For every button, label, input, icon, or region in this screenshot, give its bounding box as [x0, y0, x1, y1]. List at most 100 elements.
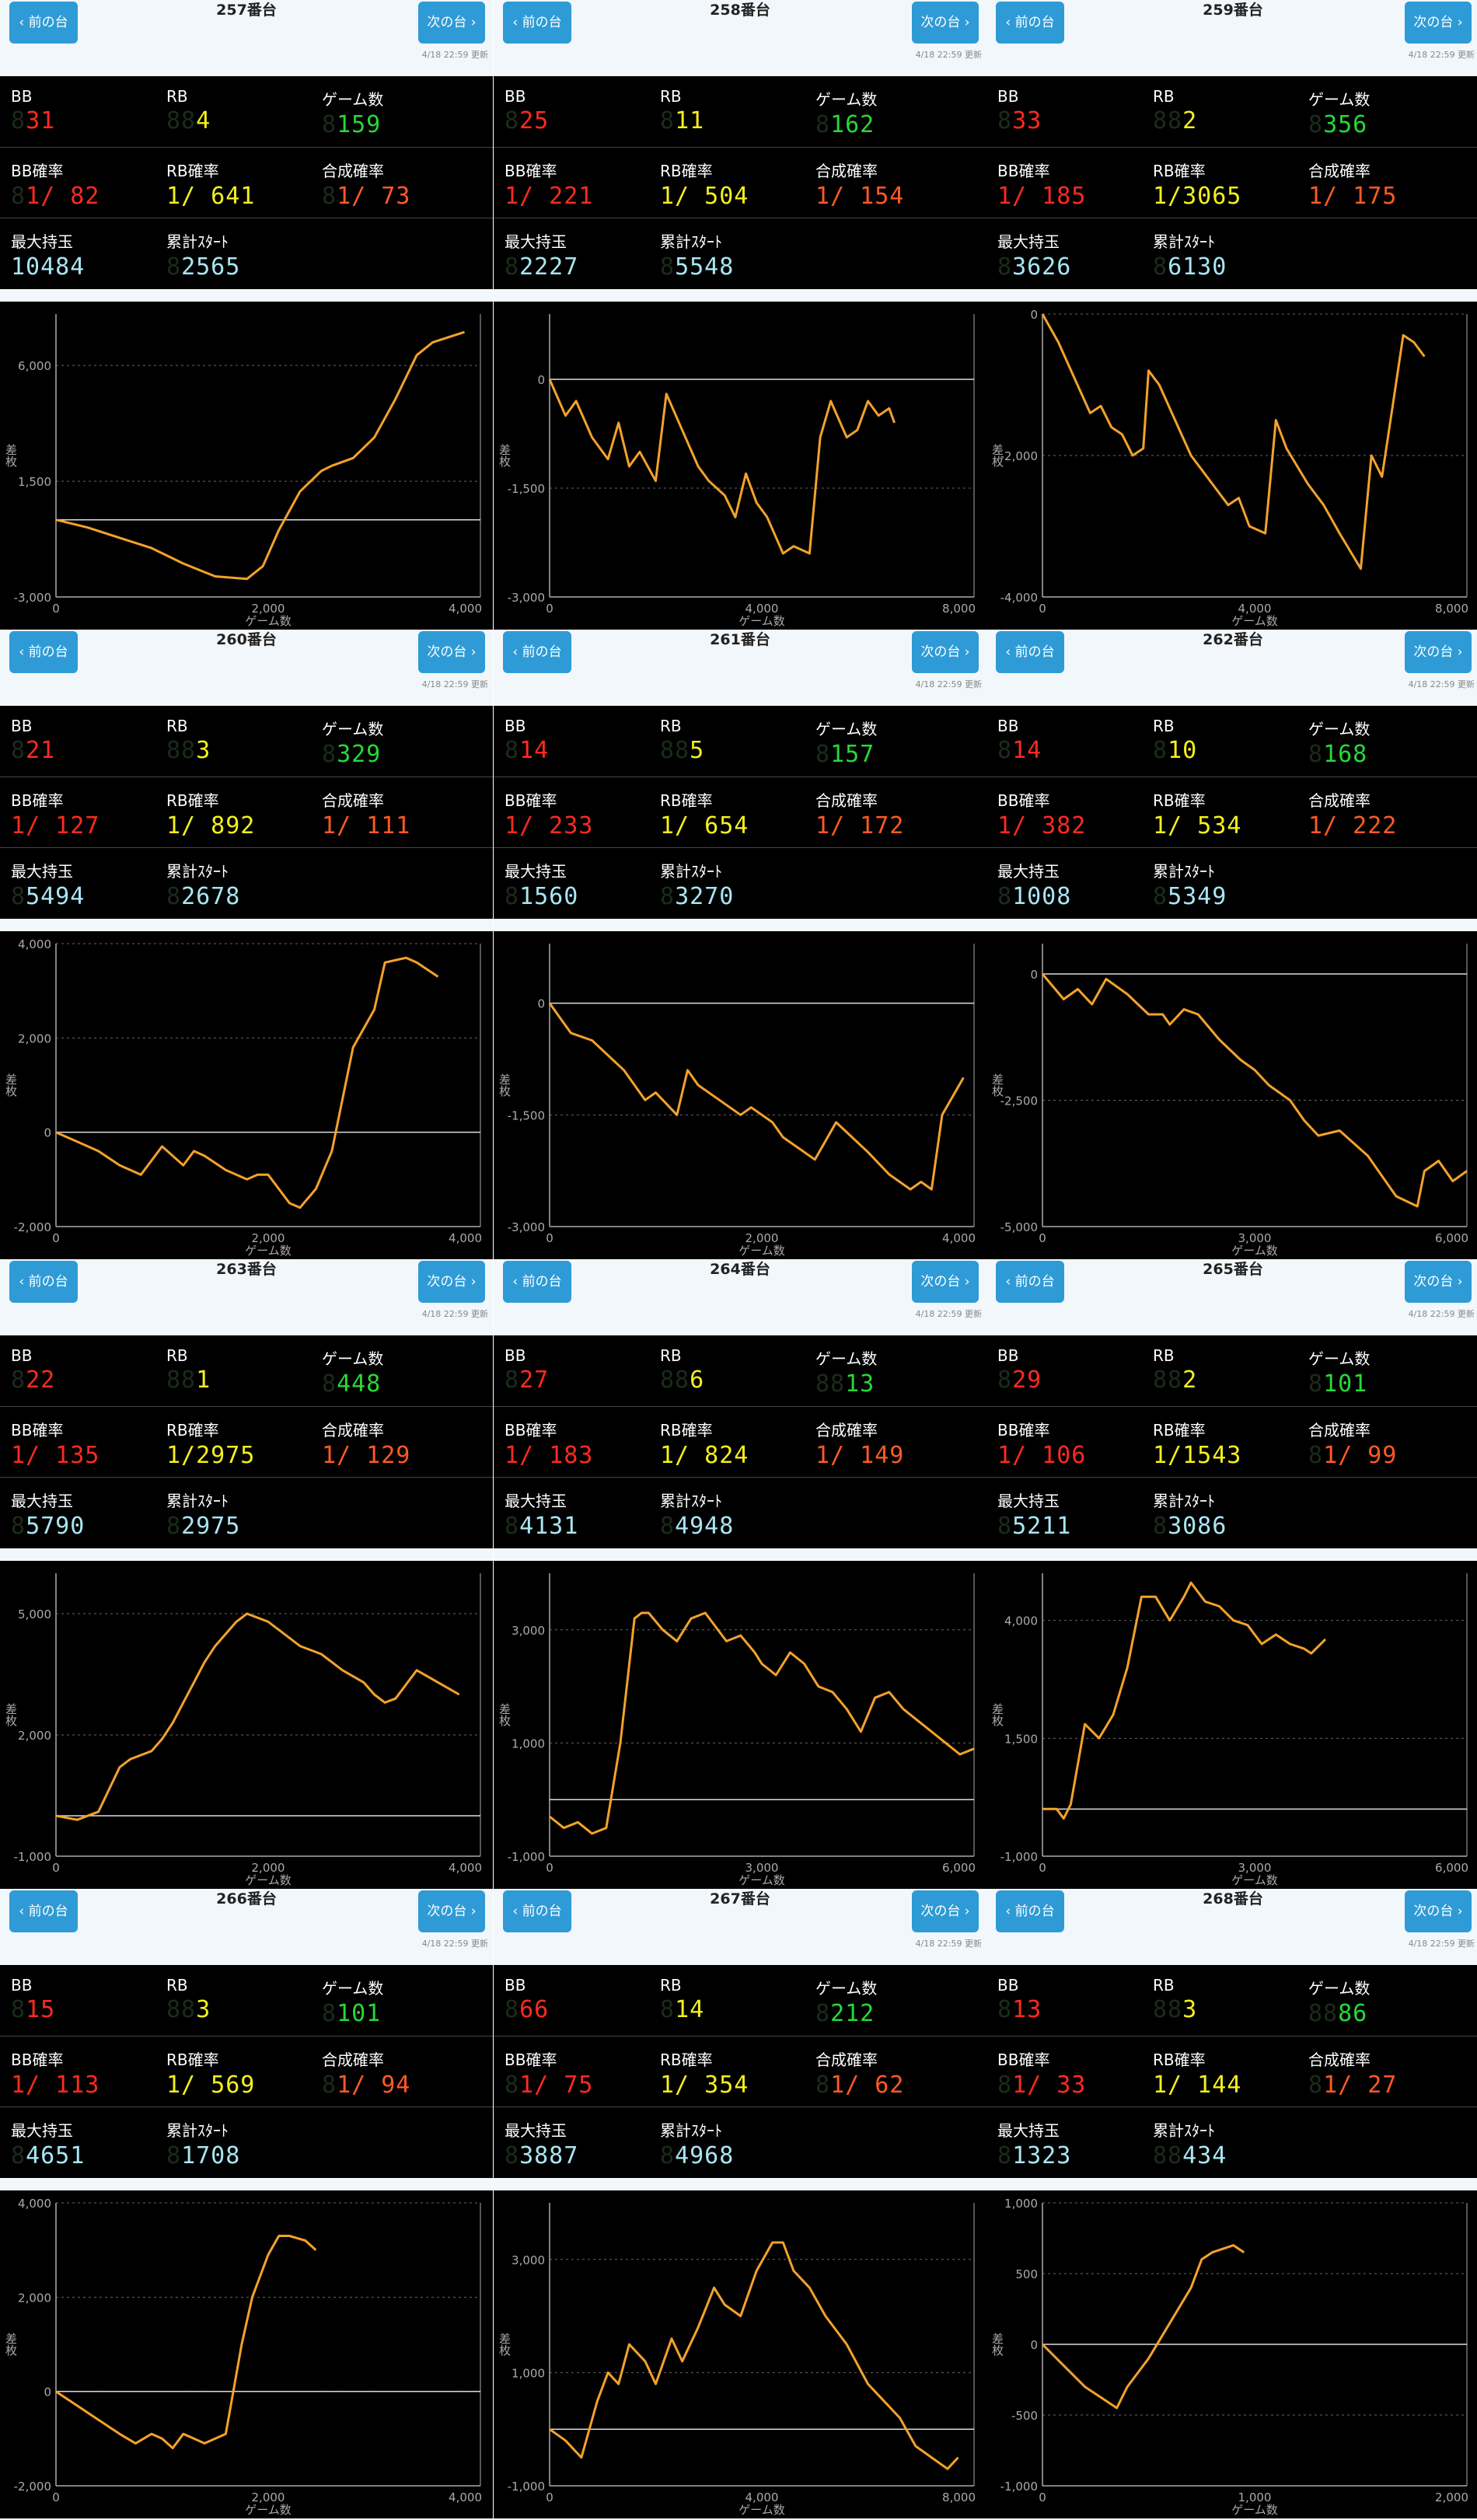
digital-value: 1/ 113 [11, 2071, 100, 2099]
stats-board: BB 815 RB 883 ゲーム数 8101 BB確率 1/ 113 RB確率 1/ 569 合成… [0, 1965, 493, 2178]
y-tick-label: 3,000 [512, 2253, 545, 2267]
digital-value: 14 [519, 737, 550, 764]
digital-value: 31 [26, 107, 56, 134]
prev-machine-button[interactable]: ‹ 前の台 [503, 2, 571, 44]
total-start-label: 累計ｽﾀｰﾄ [1153, 862, 1215, 881]
payout-line [548, 379, 896, 555]
prev-machine-button[interactable]: ‹ 前の台 [996, 2, 1064, 44]
max-hold-value: 83887 [505, 2142, 578, 2169]
digital-value: 1/ 641 [166, 183, 256, 210]
x-tick-label: 3,000 [1238, 1861, 1272, 1875]
payout-line [549, 2241, 959, 2470]
machine-title: 264番台 [710, 1261, 770, 1278]
machine-panel: ‹ 前の台 257番台 次の台 › 4/18 22:59 更新 BB 831 RB 884 ゲー… [0, 0, 493, 630]
ghost-digits: 8 [505, 253, 520, 281]
next-machine-button[interactable]: 次の台 › [912, 2, 979, 44]
panel-header: ‹ 前の台 263番台 次の台 › 4/18 22:59 更新 [0, 1259, 493, 1335]
panel-header: ‹ 前の台 261番台 次の台 › 4/18 22:59 更新 [494, 630, 986, 706]
y-axis-label: 差枚 [498, 1703, 512, 1726]
machine-panel: ‹ 前の台 264番台 次の台 › 4/18 22:59 更新 BB 827 RB 886 ゲー… [494, 1259, 986, 1889]
digital-value: 1/ 154 [815, 183, 905, 210]
games-value: 8356 [1308, 111, 1370, 138]
payout-chart: -5,000 -2,500 0 0 3,000 6,000 ゲーム数 差枚 [986, 931, 1477, 1259]
digital-value: 1/ 892 [166, 812, 256, 839]
prev-machine-button[interactable]: ‹ 前の台 [503, 1261, 571, 1303]
prev-machine-button[interactable]: ‹ 前の台 [503, 1890, 571, 1932]
ghost-digits: 8 [997, 737, 1013, 764]
next-machine-button[interactable]: 次の台 › [418, 631, 485, 673]
prev-machine-button[interactable]: ‹ 前の台 [503, 631, 571, 673]
max-hold-label: 最大持玉 [11, 232, 73, 251]
payout-line [1041, 973, 1468, 1208]
payout-chart: -1,000 1,000 3,000 0 4,000 8,000 ゲーム数 差枚 [494, 2190, 986, 2518]
x-tick-label: 0 [52, 2490, 60, 2504]
total-start-stat: 累計ｽﾀｰﾄ 83270 [660, 859, 734, 910]
x-axis-label: ゲーム数 [738, 614, 785, 628]
next-machine-button[interactable]: 次の台 › [418, 2, 485, 44]
next-machine-button[interactable]: 次の台 › [1405, 631, 1472, 673]
digital-value: 329 [337, 741, 382, 768]
digital-value: 1/ 824 [660, 1442, 749, 1469]
prev-machine-button[interactable]: ‹ 前の台 [996, 1890, 1064, 1932]
max-hold-label: 最大持玉 [997, 2121, 1060, 2140]
stats-row: 最大持玉 85790 累計ｽﾀｰﾄ 82975 [0, 1477, 493, 1548]
bb-rate-value: 1/ 113 [11, 2071, 100, 2099]
games-stat: ゲーム数 8886 [1308, 1976, 1370, 2027]
x-tick-label: 2,000 [252, 2490, 285, 2504]
updated-timestamp: 4/18 22:59 更新 [915, 679, 982, 689]
bb-rate-stat: BB確率 1/ 183 [505, 1418, 593, 1469]
payout-chart: -3,000 -1,500 0 0 2,000 4,000 ゲーム数 差枚 [494, 931, 986, 1259]
prev-machine-button[interactable]: ‹ 前の台 [996, 631, 1064, 673]
updated-timestamp: 4/18 22:59 更新 [1408, 50, 1475, 60]
rb-value: 882 [1153, 107, 1197, 134]
next-machine-button[interactable]: 次の台 › [1405, 1890, 1472, 1932]
digital-value: 1 [196, 1366, 211, 1394]
rb-rate-value: 1/ 504 [660, 183, 749, 210]
next-machine-button[interactable]: 次の台 › [418, 1261, 485, 1303]
y-axis-label: 差枚 [990, 1073, 1004, 1097]
prev-machine-button[interactable]: ‹ 前の台 [9, 1261, 78, 1303]
updated-timestamp: 4/18 22:59 更新 [421, 50, 488, 60]
next-machine-button[interactable]: 次の台 › [912, 1261, 979, 1303]
digital-value: 5 [690, 737, 705, 764]
chart-svg: -1,000 1,500 4,000 0 3,000 6,000 ゲーム数 差枚 [990, 1573, 1468, 1887]
bb-rate-stat: BB確率 1/ 106 [997, 1418, 1086, 1469]
next-machine-button[interactable]: 次の台 › [1405, 2, 1472, 44]
games-stat: ゲーム数 8356 [1308, 87, 1370, 138]
bb-rate-stat: BB確率 1/ 113 [11, 2047, 100, 2099]
payout-line [1041, 2244, 1245, 2410]
x-tick-label: 3,000 [1238, 1231, 1272, 1245]
chart-svg: -4,000 -2,000 0 0 4,000 8,000 ゲーム数 差枚 [990, 308, 1468, 628]
rb-stat: RB 811 [660, 87, 704, 134]
stats-row: BB 833 RB 882 ゲーム数 8356 [986, 76, 1477, 147]
next-machine-button[interactable]: 次の台 › [1405, 1261, 1472, 1303]
games-label: ゲーム数 [1308, 1979, 1371, 1998]
bb-rate-label: BB確率 [505, 2051, 557, 2069]
ghost-digits: 8 [815, 2071, 831, 2099]
prev-machine-button[interactable]: ‹ 前の台 [9, 2, 78, 44]
prev-machine-button[interactable]: ‹ 前の台 [996, 1261, 1064, 1303]
rb-value: 886 [660, 1366, 704, 1394]
next-machine-button[interactable]: 次の台 › [912, 1890, 979, 1932]
bb-stat: BB 814 [997, 717, 1042, 764]
next-machine-button[interactable]: 次の台 › [912, 631, 979, 673]
next-machine-button[interactable]: 次の台 › [418, 1890, 485, 1932]
rb-stat: RB 884 [166, 87, 211, 134]
rb-rate-label: RB確率 [1153, 1421, 1206, 1440]
digital-value: 162 [830, 111, 875, 138]
prev-machine-button[interactable]: ‹ 前の台 [9, 1890, 78, 1932]
games-label: ゲーム数 [1308, 1349, 1371, 1368]
rb-value: 883 [166, 1996, 211, 2023]
prev-machine-button[interactable]: ‹ 前の台 [9, 631, 78, 673]
x-tick-label: 4,000 [745, 2490, 779, 2504]
bb-rate-value: 1/ 106 [997, 1442, 1086, 1469]
digital-value: 3 [196, 737, 211, 764]
stats-row: BB確率 1/ 185 RB確率 1/3065 合成確率 1/ 175 [986, 147, 1477, 218]
rb-rate-value: 1/3065 [1153, 183, 1241, 210]
digital-value: 1/ 504 [660, 183, 749, 210]
stats-row: BB確率 1/ 382 RB確率 1/ 534 合成確率 1/ 222 [986, 777, 1477, 848]
bb-label: BB [505, 1346, 526, 1365]
bb-rate-stat: BB確率 1/ 135 [11, 1418, 100, 1469]
total-start-stat: 累計ｽﾀｰﾄ 82565 [166, 229, 240, 281]
